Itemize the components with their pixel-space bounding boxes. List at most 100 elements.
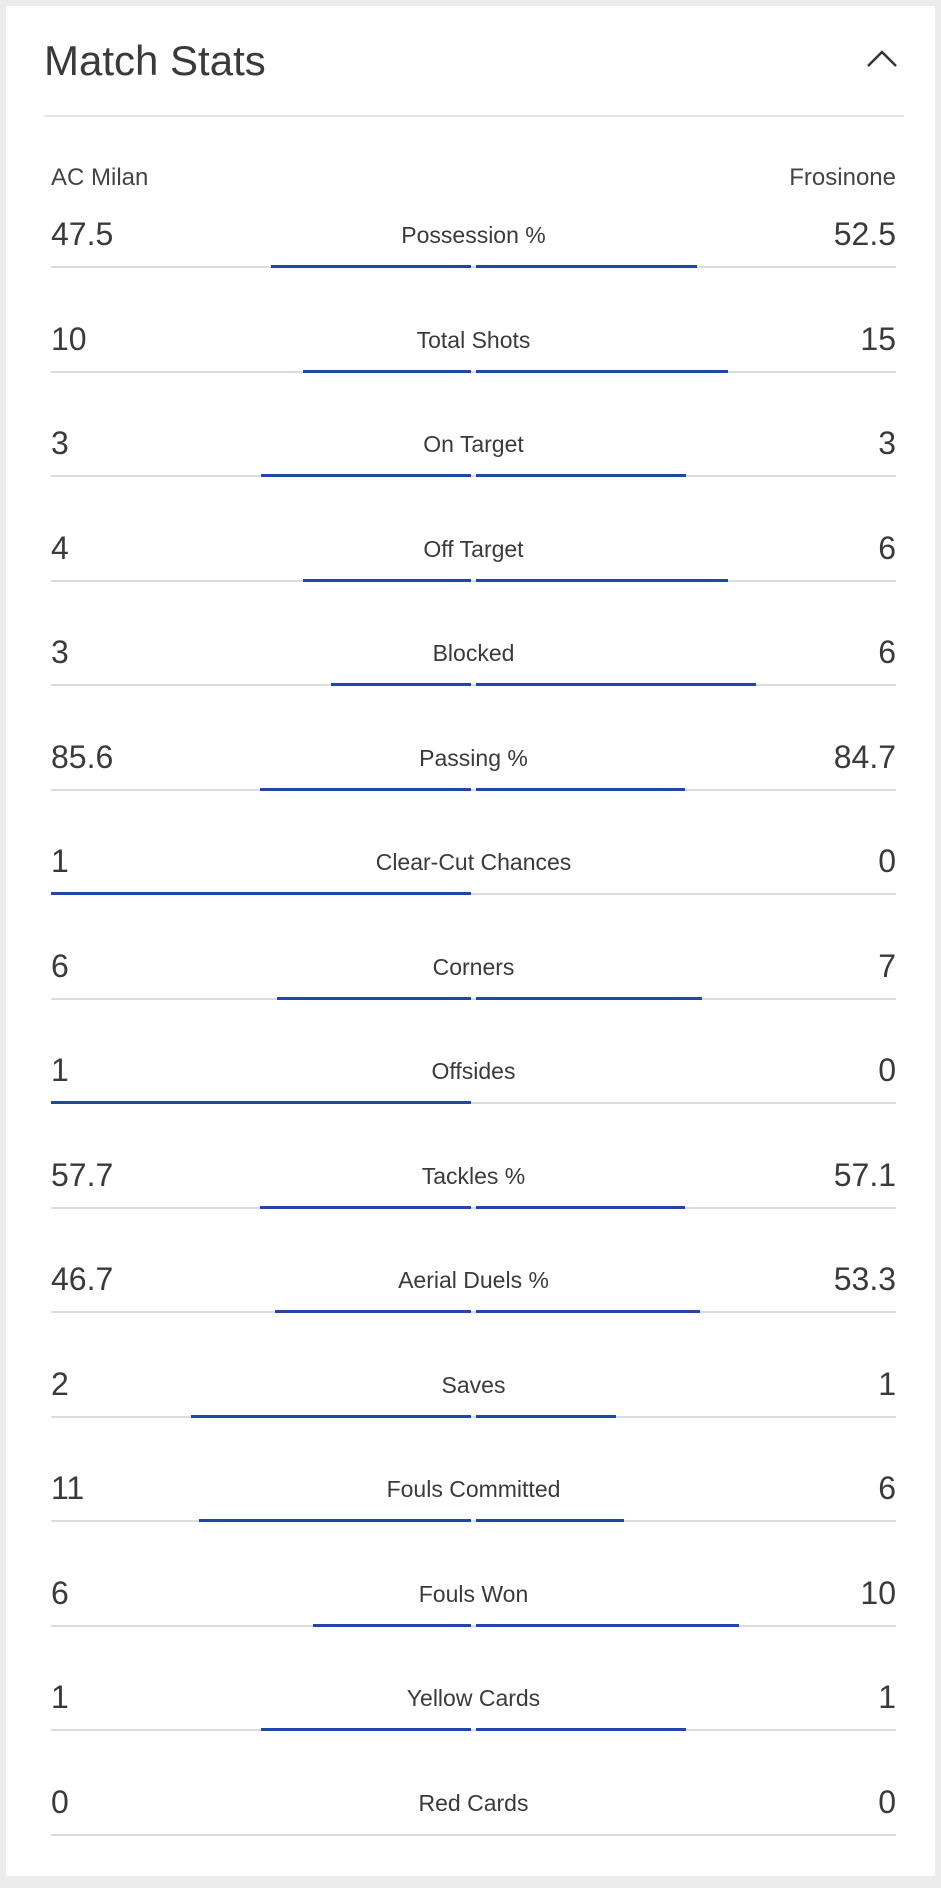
- stat-track: [51, 1624, 896, 1627]
- stats-list: 47.5 Possession % 52.5 10 Total Shots 15 3 On T…: [51, 206, 896, 1878]
- stat-home-value: 85.6: [51, 738, 114, 775]
- match-stats-header: Match Stats: [44, 6, 904, 117]
- stat-label: Passing %: [419, 744, 528, 771]
- stat-home-value: 46.7: [51, 1261, 114, 1297]
- stat-home-bar: [260, 787, 471, 791]
- stat-away-value: 53.3: [833, 1261, 896, 1297]
- stat-label: Fouls Committed: [386, 1476, 561, 1502]
- stat-row: 3 Blocked 6: [51, 624, 896, 729]
- stat-track: [51, 893, 896, 895]
- collapse-button[interactable]: [860, 36, 904, 80]
- stat-away-value: 0: [878, 1052, 896, 1088]
- stat-away-bar: [476, 1623, 739, 1627]
- stat-away-bar: [476, 369, 728, 373]
- stat-label: Blocked: [432, 640, 515, 666]
- stat-track: [51, 1833, 896, 1836]
- stat-away-value: 10: [860, 1574, 896, 1611]
- stat-away-value: 15: [860, 320, 896, 357]
- stat-home-bar: [260, 1205, 471, 1209]
- stat-track: [51, 579, 896, 582]
- stat-home-value: 47.5: [51, 216, 114, 252]
- stat-row: 3 On Target 3: [51, 415, 896, 520]
- stat-away-bar: [476, 1205, 685, 1209]
- stat-home-bar: [277, 996, 471, 1000]
- stat-home-value: 11: [51, 1470, 85, 1506]
- stat-track: [51, 475, 896, 477]
- stat-away-value: 6: [878, 1470, 896, 1506]
- stat-home-value: 1: [51, 1679, 69, 1715]
- stat-home-bar: [275, 1310, 471, 1313]
- stat-home-value: 1: [51, 1052, 69, 1088]
- stat-away-bar: [476, 1310, 700, 1313]
- team-names: AC Milan Frosinone: [51, 166, 896, 196]
- stat-home-bar: [313, 1623, 471, 1627]
- stat-label: Clear-Cut Chances: [375, 849, 572, 875]
- stat-away-value: 84.7: [833, 738, 896, 775]
- stat-row: 1 Yellow Cards 1: [51, 1669, 896, 1774]
- match-stats-panel: Match Stats AC Milan Frosinone 47.5 Posse…: [6, 6, 935, 1876]
- stat-track: [51, 370, 896, 373]
- stat-row: 47.5 Possession % 52.5: [51, 206, 896, 311]
- stat-away-value: 1: [878, 1679, 896, 1715]
- stat-row: 6 Corners 7: [51, 938, 896, 1043]
- stat-home-bar: [191, 1414, 471, 1418]
- stat-home-value: 3: [51, 634, 69, 670]
- stat-home-value: 4: [51, 529, 69, 566]
- stat-row: 46.7 Aerial Duels % 53.3: [51, 1251, 896, 1356]
- stat-track: [51, 1206, 896, 1209]
- page-title: Match Stats: [44, 37, 266, 84]
- stat-away-bar: [476, 1414, 616, 1418]
- stat-row: 10 Total Shots 15: [51, 311, 896, 416]
- stat-track: [51, 1520, 896, 1522]
- stat-away-value: 7: [878, 947, 896, 984]
- stat-away-bar: [476, 683, 756, 686]
- stat-home-bar: [261, 1728, 471, 1731]
- stat-label: Corners: [432, 953, 515, 980]
- stat-row: 11 Fouls Committed 6: [51, 1460, 896, 1565]
- stat-home-value: 6: [51, 947, 69, 984]
- stat-home-value: 0: [51, 1783, 69, 1820]
- stat-home-value: 6: [51, 1574, 69, 1611]
- stat-track: [51, 1729, 896, 1731]
- stat-away-value: 57.1: [833, 1156, 896, 1193]
- stat-home-value: 10: [51, 320, 87, 357]
- stat-home-bar: [271, 265, 471, 268]
- stat-label: Fouls Won: [418, 1580, 529, 1607]
- chevron-up-icon: [867, 50, 897, 67]
- stat-label: Offsides: [431, 1058, 516, 1084]
- stat-row: 2 Saves 1: [51, 1356, 896, 1461]
- stat-track: [51, 1415, 896, 1418]
- stat-home-value: 2: [51, 1365, 69, 1402]
- stat-home-bar: [51, 1101, 471, 1104]
- stat-away-value: 6: [878, 634, 896, 670]
- stat-label: Red Cards: [418, 1789, 529, 1816]
- stat-home-bar: [261, 474, 471, 477]
- stat-label: On Target: [423, 431, 524, 457]
- stat-label: Off Target: [423, 535, 524, 562]
- home-team-name: AC Milan: [51, 164, 149, 191]
- stat-row: 1 Clear-Cut Chances 0: [51, 833, 896, 938]
- stat-home-bar: [51, 892, 471, 895]
- stat-row: 85.6 Passing % 84.7: [51, 729, 896, 834]
- stat-label: Possession %: [401, 222, 546, 248]
- stat-home-bar: [199, 1519, 471, 1522]
- stat-away-bar: [476, 265, 697, 268]
- stat-label: Tackles %: [421, 1162, 526, 1189]
- away-team-name: Frosinone: [789, 164, 896, 191]
- stat-home-value: 57.7: [51, 1156, 114, 1193]
- stat-row: 57.7 Tackles % 57.1: [51, 1147, 896, 1252]
- stat-home-value: 3: [51, 425, 69, 461]
- stat-away-bar: [476, 787, 685, 791]
- stat-away-value: 52.5: [833, 216, 896, 252]
- stat-away-value: 0: [878, 843, 896, 879]
- stat-label: Aerial Duels %: [398, 1267, 549, 1293]
- stat-track: [51, 788, 896, 791]
- stat-track: [51, 1311, 896, 1313]
- stat-track: [51, 266, 896, 268]
- stat-away-bar: [476, 474, 686, 477]
- stat-track: [51, 684, 896, 686]
- stat-label: Total Shots: [416, 326, 531, 353]
- stat-home-value: 1: [51, 843, 69, 879]
- stat-label: Saves: [441, 1371, 506, 1398]
- stat-row: 0 Red Cards 0: [51, 1774, 896, 1879]
